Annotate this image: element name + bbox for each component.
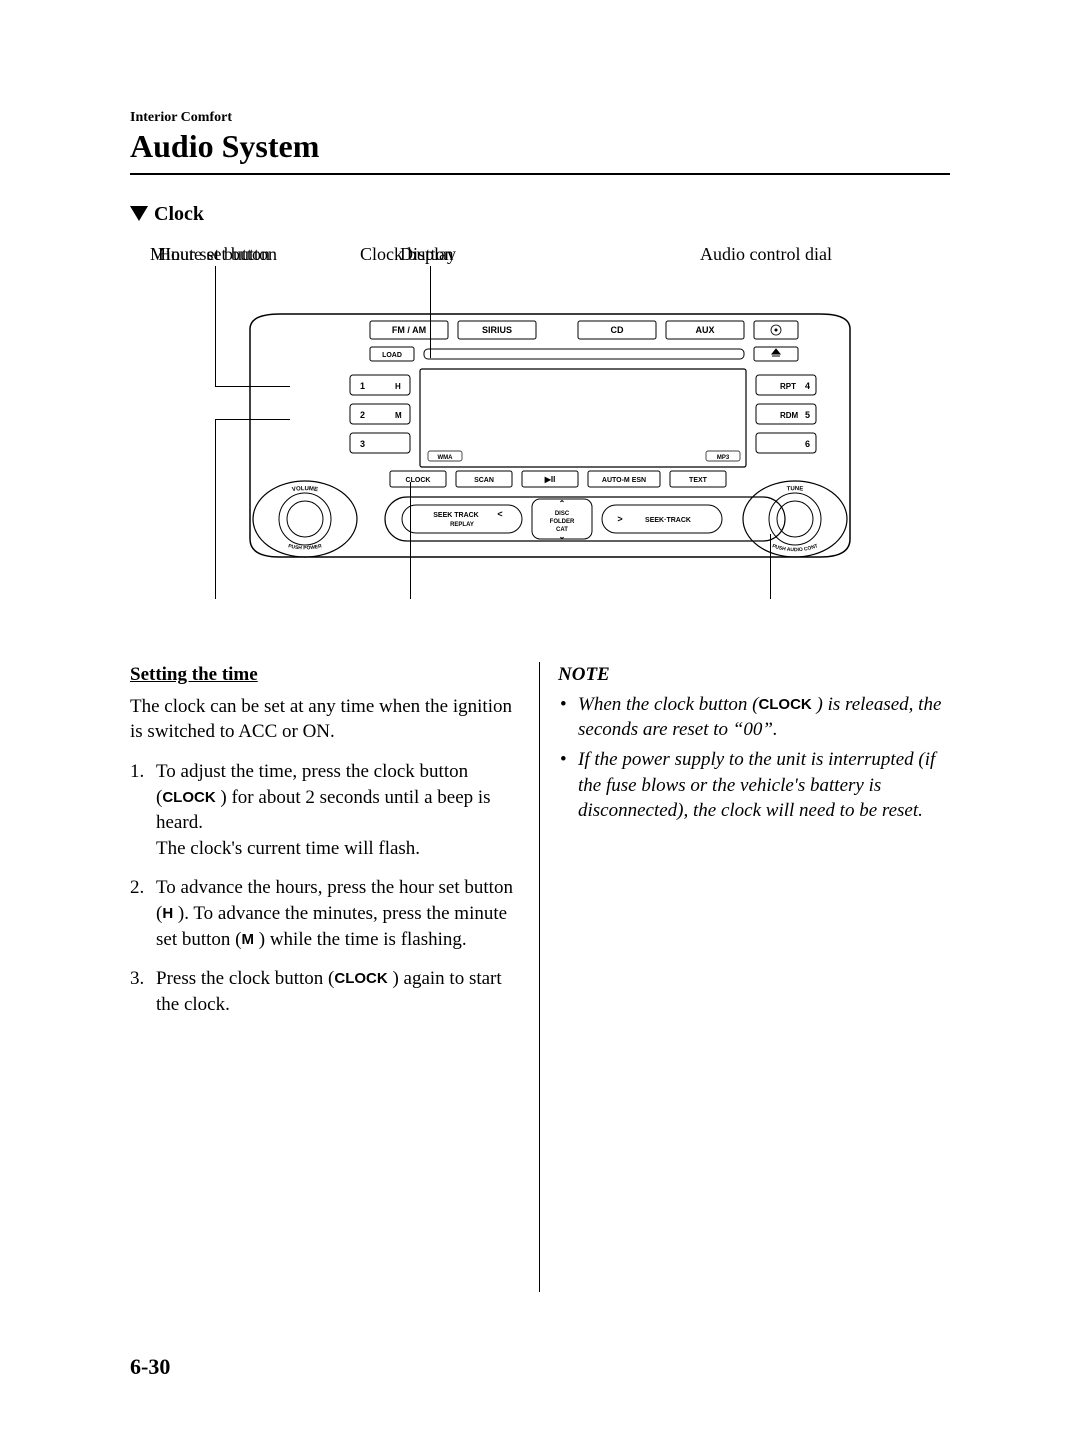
svg-text:FM / AM: FM / AM [392,325,426,335]
body-columns: Setting the time The clock can be set at… [130,662,950,1032]
step-1: To adjust the time, press the clock butt… [130,759,522,862]
svg-text:LOAD: LOAD [382,352,402,359]
clock-button-label: CLOCK [758,696,811,713]
h-button-label: H [162,905,173,922]
callout-minute-set: Minute set button [150,244,277,265]
svg-text:TUNE: TUNE [787,486,804,492]
svg-text:REPLAY: REPLAY [450,522,474,528]
callout-clock-button: Clock button [360,244,454,265]
svg-text:TEXT: TEXT [689,477,708,484]
intro-paragraph: The clock can be set at any time when th… [130,694,522,745]
svg-text:RDM: RDM [780,411,799,420]
step-3: Press the clock button (CLOCK ) again to… [130,966,522,1017]
right-column: NOTE When the clock button (CLOCK ) is r… [558,662,950,1032]
svg-text:DISC: DISC [555,511,570,517]
horizontal-rule [130,173,950,175]
column-divider [539,662,540,1292]
svg-text:1: 1 [360,381,365,391]
svg-text:MP3: MP3 [717,455,730,461]
svg-text:4: 4 [805,381,810,391]
clock-button-label: CLOCK [162,789,215,806]
note-item-2: If the power supply to the unit is inter… [558,747,950,824]
svg-text:<: < [497,509,502,519]
svg-text:H: H [395,382,401,391]
svg-text:VOLUME: VOLUME [292,486,319,493]
left-column: Setting the time The clock can be set at… [130,662,522,1032]
svg-text:CD: CD [611,325,624,335]
svg-text:WMA: WMA [438,455,454,461]
page-number: 6-30 [130,1354,170,1380]
breadcrumb: Interior Comfort [130,110,950,126]
clock-button-label: CLOCK [334,970,387,987]
step-2: To advance the hours, press the hour set… [130,875,522,952]
svg-text:SCAN: SCAN [474,477,494,484]
svg-text:2: 2 [360,410,365,420]
section-heading-text: Clock [154,203,204,225]
page-title: Audio System [130,128,950,165]
svg-text:AUTO-M ESN: AUTO-M ESN [602,477,646,484]
svg-text:CLOCK: CLOCK [406,477,431,484]
callout-audio-dial: Audio control dial [700,244,832,265]
svg-text:⌄: ⌄ [559,532,566,541]
svg-text:PUSH POWER: PUSH POWER [287,543,322,551]
svg-text:⌃: ⌃ [559,499,566,508]
note-heading: NOTE [558,662,950,688]
svg-text:SEEK·TRACK: SEEK·TRACK [645,517,691,524]
steps-list: To adjust the time, press the clock butt… [130,759,522,1018]
svg-text:M: M [395,411,402,420]
radio-unit-diagram: FM / AM SIRIUS CD AUX LOAD 1 H [240,309,860,569]
svg-text:AUX: AUX [695,325,714,335]
notes-list: When the clock button (CLOCK ) is releas… [558,692,950,824]
svg-text:SEEK TRACK: SEEK TRACK [433,512,479,519]
section-heading: Clock [130,203,950,226]
setting-time-heading: Setting the time [130,662,522,688]
svg-text:RPT: RPT [780,382,796,391]
svg-text:FOLDER: FOLDER [550,519,575,525]
m-button-label: M [242,931,255,948]
svg-text:>: > [617,514,622,524]
svg-text:5: 5 [805,410,810,420]
note-item-1: When the clock button (CLOCK ) is releas… [558,692,950,743]
svg-text:SIRIUS: SIRIUS [482,325,512,335]
svg-text:3: 3 [360,439,365,449]
clock-diagram: Hour set button Display Minute set butto… [140,244,920,634]
svg-text:6: 6 [805,439,810,449]
svg-text:▶II: ▶II [544,475,556,484]
triangle-down-icon [130,206,148,221]
